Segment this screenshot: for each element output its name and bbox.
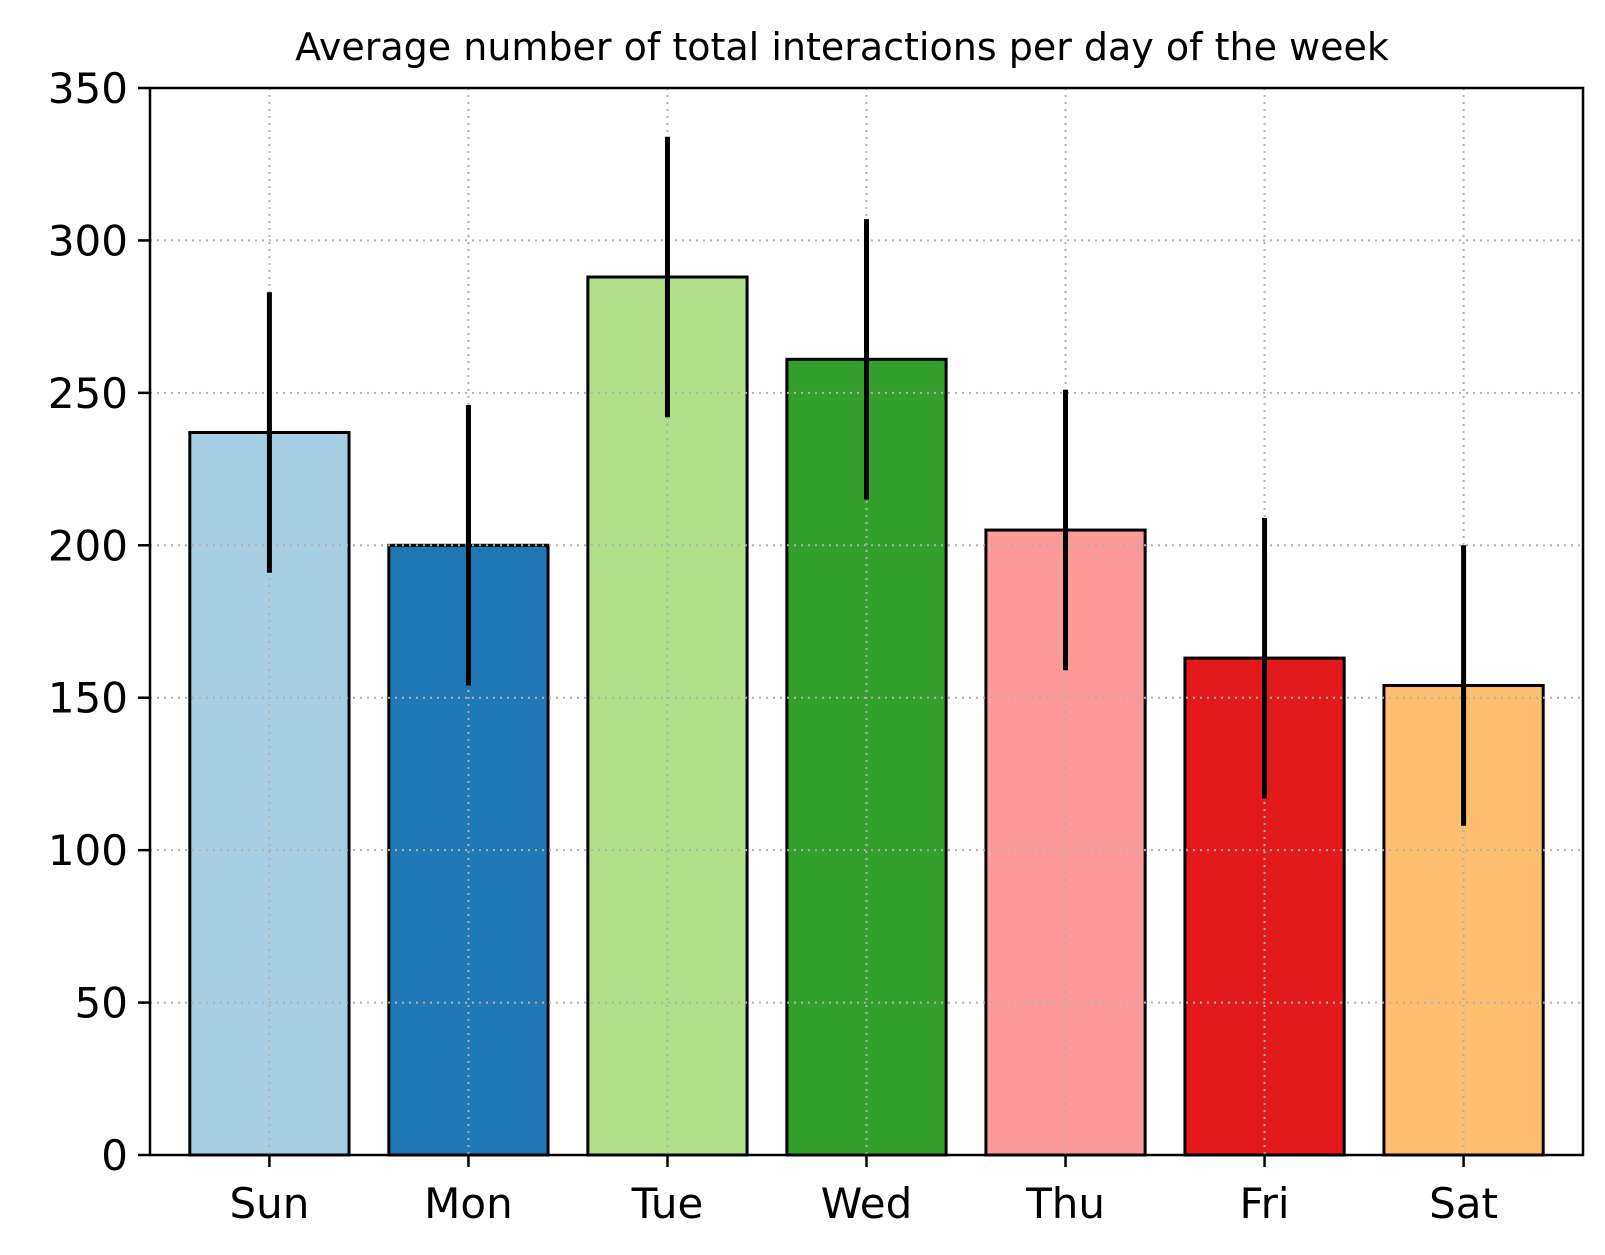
y-tick-label: 200 bbox=[48, 521, 128, 570]
y-tick-label: 250 bbox=[48, 369, 128, 418]
y-tick-label: 100 bbox=[48, 826, 128, 875]
x-tick-label: Tue bbox=[631, 1179, 704, 1228]
y-axis-ticks: 0 50 100 150 200 250 300 350 bbox=[48, 64, 150, 1180]
x-axis-ticks: Sun Mon Tue Wed Thu Fri Sat bbox=[229, 1155, 1498, 1228]
x-tick-label: Thu bbox=[1025, 1179, 1105, 1228]
x-tick-label: Mon bbox=[424, 1179, 513, 1228]
error-bars bbox=[266, 136, 1467, 826]
x-tick-label: Sun bbox=[229, 1179, 309, 1228]
y-tick-label: 150 bbox=[48, 674, 128, 723]
x-tick-label: Fri bbox=[1240, 1179, 1290, 1228]
y-tick-label: 300 bbox=[48, 216, 128, 265]
x-tick-label: Wed bbox=[821, 1179, 913, 1228]
chart-title: Average number of total interactions per… bbox=[295, 25, 1389, 69]
y-tick-label: 350 bbox=[48, 64, 128, 113]
x-tick-label: Sat bbox=[1429, 1179, 1498, 1228]
y-tick-label: 0 bbox=[101, 1131, 128, 1180]
y-tick-label: 50 bbox=[75, 979, 128, 1028]
